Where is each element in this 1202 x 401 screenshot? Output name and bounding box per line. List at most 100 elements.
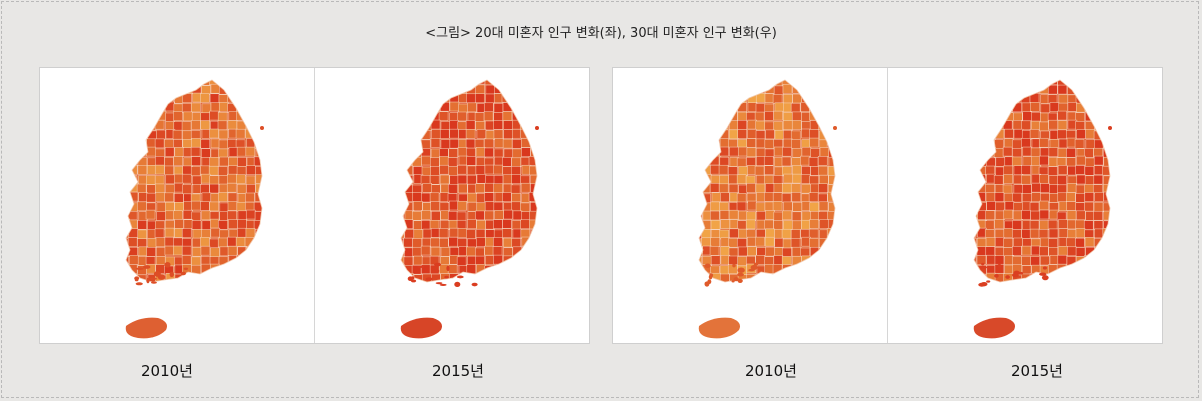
district-cell: [246, 283, 255, 292]
district-cell: [1083, 220, 1094, 230]
district-cell: [755, 174, 766, 185]
district-cell: [1076, 129, 1086, 139]
district-cell: [699, 93, 704, 104]
district-cell: [126, 202, 129, 213]
district-cell: [173, 237, 183, 248]
district-cell: [1084, 192, 1095, 202]
district-cell: [1031, 245, 1041, 256]
district-cell: [210, 138, 221, 149]
district-cell: [838, 248, 847, 257]
district-cell: [209, 128, 219, 139]
district-cell: [265, 130, 274, 139]
district-cell: [254, 111, 262, 122]
district-cell: [985, 83, 996, 94]
district-cell: [512, 228, 523, 239]
district-cell: [237, 83, 248, 94]
district-cell: [201, 192, 212, 203]
district-cell: [836, 274, 845, 283]
district-cell: [475, 228, 486, 239]
district-cell: [217, 273, 228, 282]
peninsula-outline: [125, 79, 263, 283]
district-cell: [265, 139, 274, 148]
district-cell: [1047, 94, 1058, 104]
district-cell: [1111, 156, 1120, 165]
map-20s-2015: [315, 68, 589, 343]
district-cell: [520, 93, 530, 104]
district-cell: [201, 220, 212, 231]
district-cell: [155, 256, 166, 266]
district-cell: [137, 220, 147, 230]
district-cell: [156, 85, 166, 95]
district-cell: [755, 84, 765, 95]
district-cell: [1022, 193, 1032, 203]
district-cell: [209, 93, 220, 104]
district-cell: [974, 156, 977, 167]
district-cell: [126, 274, 130, 282]
district-cell: [529, 165, 537, 176]
district-cell: [1058, 246, 1068, 256]
district-cell: [126, 228, 130, 239]
district-cell: [502, 228, 512, 238]
district-cell: [431, 273, 441, 282]
district-cell: [1030, 147, 1041, 158]
district-cell: [227, 139, 238, 149]
district-cell: [465, 80, 476, 86]
district-cell: [1112, 239, 1121, 248]
district-cell: [763, 273, 774, 282]
district-cell: [1093, 282, 1102, 291]
district-cell: [837, 147, 846, 156]
district-cell: [413, 120, 424, 131]
district-cell: [236, 201, 247, 212]
district-cell: [976, 273, 986, 282]
district-cell: [421, 93, 431, 104]
district-cell: [755, 147, 766, 158]
district-cell: [772, 201, 783, 211]
district-cell: [503, 129, 514, 139]
district-cell: [458, 183, 468, 194]
district-cell: [396, 283, 405, 292]
district-cell: [800, 264, 811, 275]
district-cell: [728, 183, 739, 194]
district-cell: [1013, 80, 1024, 85]
district-cell: [1112, 229, 1121, 238]
district-cell: [520, 255, 531, 266]
district-cell: [174, 202, 184, 212]
district-cell: [181, 121, 192, 131]
district-cell: [818, 183, 828, 194]
district-cell: [529, 238, 537, 249]
district-cell: [126, 165, 129, 175]
district-cell: [1012, 93, 1023, 104]
district-cell: [422, 84, 433, 94]
district-cell: [1012, 229, 1022, 239]
district-cell: [253, 255, 262, 266]
district-cell: [764, 111, 774, 121]
district-cell: [401, 229, 405, 239]
district-cell: [218, 102, 229, 112]
district-cell: [1093, 202, 1104, 212]
district-cell: [484, 210, 495, 221]
district-cell: [430, 138, 441, 148]
district-cell: [993, 103, 1004, 113]
district-cell: [1113, 111, 1122, 120]
district-cell: [511, 157, 521, 168]
district-cell: [995, 210, 1005, 221]
district-cell: [837, 76, 846, 85]
district-cell: [403, 165, 413, 176]
district-cell: [738, 184, 748, 195]
district-cell: [1039, 80, 1050, 86]
district-cell: [1075, 228, 1086, 238]
district-cell: [728, 80, 739, 85]
district-cell: [440, 220, 450, 230]
district-cell: [790, 102, 801, 113]
district-cell: [539, 202, 548, 211]
district-cell: [1021, 120, 1031, 131]
district-cell: [1057, 184, 1067, 195]
district-cell: [476, 274, 487, 282]
district-cell: [994, 229, 1005, 239]
district-cell: [1030, 284, 1039, 293]
district-cell: [155, 220, 165, 231]
district-cell: [763, 192, 774, 202]
district-cell: [209, 273, 219, 282]
district-cell: [155, 191, 166, 202]
district-cell: [413, 129, 424, 139]
